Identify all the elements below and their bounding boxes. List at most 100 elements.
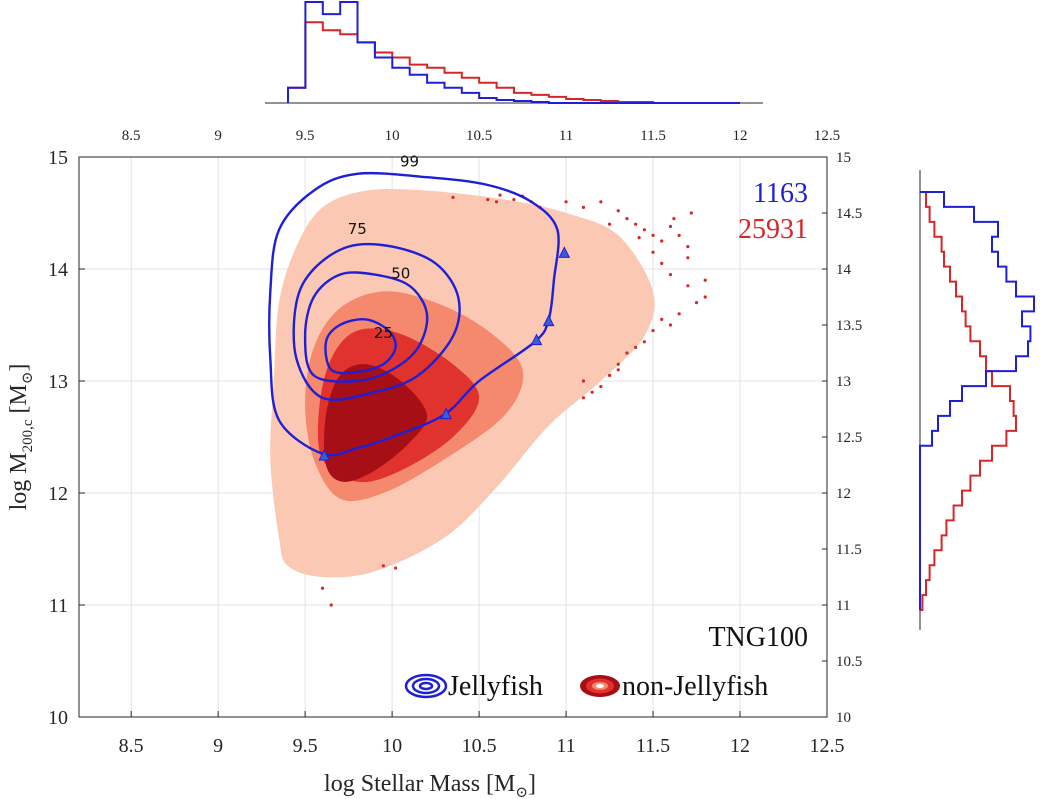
jellyfish-marker (542, 314, 555, 327)
x-top-tick-label: 9.5 (296, 128, 315, 144)
contour-label-99: 99 (400, 153, 419, 171)
jellyfish-marker (440, 407, 452, 420)
outlier-point (393, 566, 398, 570)
non-jellyfish-density-regions (270, 188, 655, 578)
outlier-point (668, 224, 673, 229)
x-tick-label: 12.5 (810, 735, 845, 757)
outlier-point (642, 228, 646, 232)
right-y-tick-label: 10 (836, 710, 851, 726)
x-top-tick-label: 9 (214, 128, 222, 144)
outlier-point (625, 351, 629, 355)
outlier-point (686, 245, 690, 249)
x-axis-top-ticks: 8.5 9 9.5 10 10.5 11 11.5 12 12.5 (122, 128, 840, 144)
outlier-point (581, 379, 586, 383)
outlier-point (320, 586, 325, 590)
simulation-label: TNG100 (708, 622, 808, 653)
right-y-tick-label: 13.5 (836, 318, 862, 334)
x-top-tick-label: 12.5 (814, 128, 840, 144)
outlier-point (616, 368, 620, 372)
outlier-point (651, 233, 655, 237)
y-axis-left-ticks: 10 11 12 13 14 15 (48, 147, 85, 729)
outlier-point (668, 273, 673, 277)
right-hist-jellyfish (919, 191, 1035, 610)
legend-jellyfish-icon (404, 673, 448, 699)
outlier-point (581, 205, 586, 209)
contour-25 (324, 318, 397, 375)
outlier-point (689, 211, 693, 215)
y-tick-label: 13 (48, 371, 68, 393)
jellyfish-triangle-markers (318, 246, 571, 461)
legend-jellyfish-label: Jellyfish (448, 671, 543, 702)
jellyfish-count: 1163 (753, 178, 808, 209)
x-tick-label: 8.5 (119, 735, 144, 757)
top-hist-jellyfish (287, 1, 740, 104)
outlier-point (642, 340, 646, 344)
outlier-point (451, 195, 455, 199)
density-region-25 (324, 364, 428, 482)
outlier-point (634, 222, 638, 226)
outlier-point (660, 239, 664, 243)
x-top-tick-label: 8.5 (122, 128, 141, 144)
outlier-point (599, 385, 603, 389)
outlier-point (512, 197, 516, 202)
y-axis-label: log M200,c [M⊙] (6, 364, 36, 511)
legend-non-jellyfish-label: non-Jellyfish (622, 671, 768, 702)
right-y-tick-label: 10.5 (836, 654, 862, 670)
outlier-point (677, 312, 681, 316)
outlier-point (686, 256, 690, 260)
x-tick-label: 10 (382, 735, 402, 757)
jellyfish-marker (530, 333, 543, 346)
outlier-point (625, 217, 629, 221)
y-tick-label: 14 (48, 259, 68, 281)
outlier-point (672, 217, 676, 221)
outlier-point (581, 396, 586, 400)
x-axis-bottom-ticks: 8.5 9 9.5 10 10.5 11 11.5 12 12.5 (119, 711, 845, 757)
x-tick-label: 9 (213, 735, 223, 757)
right-y-tick-label: 11 (836, 598, 850, 614)
right-y-tick-label: 14 (836, 262, 852, 278)
right-y-tick-label: 15 (836, 150, 851, 166)
x-top-tick-label: 11 (559, 128, 573, 144)
outlier-point (703, 278, 707, 282)
outlier-point (694, 301, 699, 305)
outlier-point (668, 323, 673, 327)
y-tick-label: 12 (48, 483, 68, 505)
outlier-point (564, 200, 568, 204)
right-y-tick-label: 12 (836, 486, 851, 502)
outlier-point (616, 209, 620, 213)
outlier-point (651, 250, 655, 254)
contour-label-75: 75 (348, 220, 367, 238)
x-tick-label: 11 (556, 735, 575, 757)
contour-50 (303, 271, 429, 383)
x-axis-label: log Stellar Mass [M⊙] (324, 771, 536, 799)
x-tick-label: 11.5 (636, 735, 670, 757)
contour-label-50: 50 (391, 265, 410, 283)
outlier-point (329, 603, 333, 607)
y-tick-label: 11 (49, 595, 68, 617)
legend-non-jellyfish-icon (580, 675, 620, 697)
outlier-point (703, 295, 707, 299)
x-top-tick-label: 10.5 (466, 128, 492, 144)
y-tick-label: 15 (48, 147, 68, 169)
x-top-tick-label: 11.5 (640, 128, 666, 144)
x-top-tick-label: 12 (733, 128, 748, 144)
right-y-tick-label: 14.5 (836, 206, 862, 222)
right-y-tick-label: 12.5 (836, 430, 862, 446)
right-y-tick-label: 11.5 (836, 542, 862, 558)
legend: Jellyfish non-Jellyfish (404, 671, 768, 702)
right-hist-non-jellyfish (920, 191, 1017, 611)
outlier-point (660, 261, 664, 265)
outlier-point (686, 284, 690, 288)
x-tick-label: 9.5 (293, 735, 318, 757)
y-axis-right-ticks: 10 10.5 11 11.5 12 12.5 13 13.5 14 14.5 15 (822, 150, 862, 726)
outlier-point (607, 373, 612, 377)
outlier-point (599, 200, 603, 204)
outlier-point (494, 200, 499, 204)
contour-label-25: 25 (374, 324, 393, 342)
x-tick-label: 10.5 (462, 735, 497, 757)
outlier-point (651, 329, 655, 333)
x-top-tick-label: 10 (385, 128, 400, 144)
outlier-point (634, 345, 638, 349)
outlier-point (637, 236, 641, 240)
